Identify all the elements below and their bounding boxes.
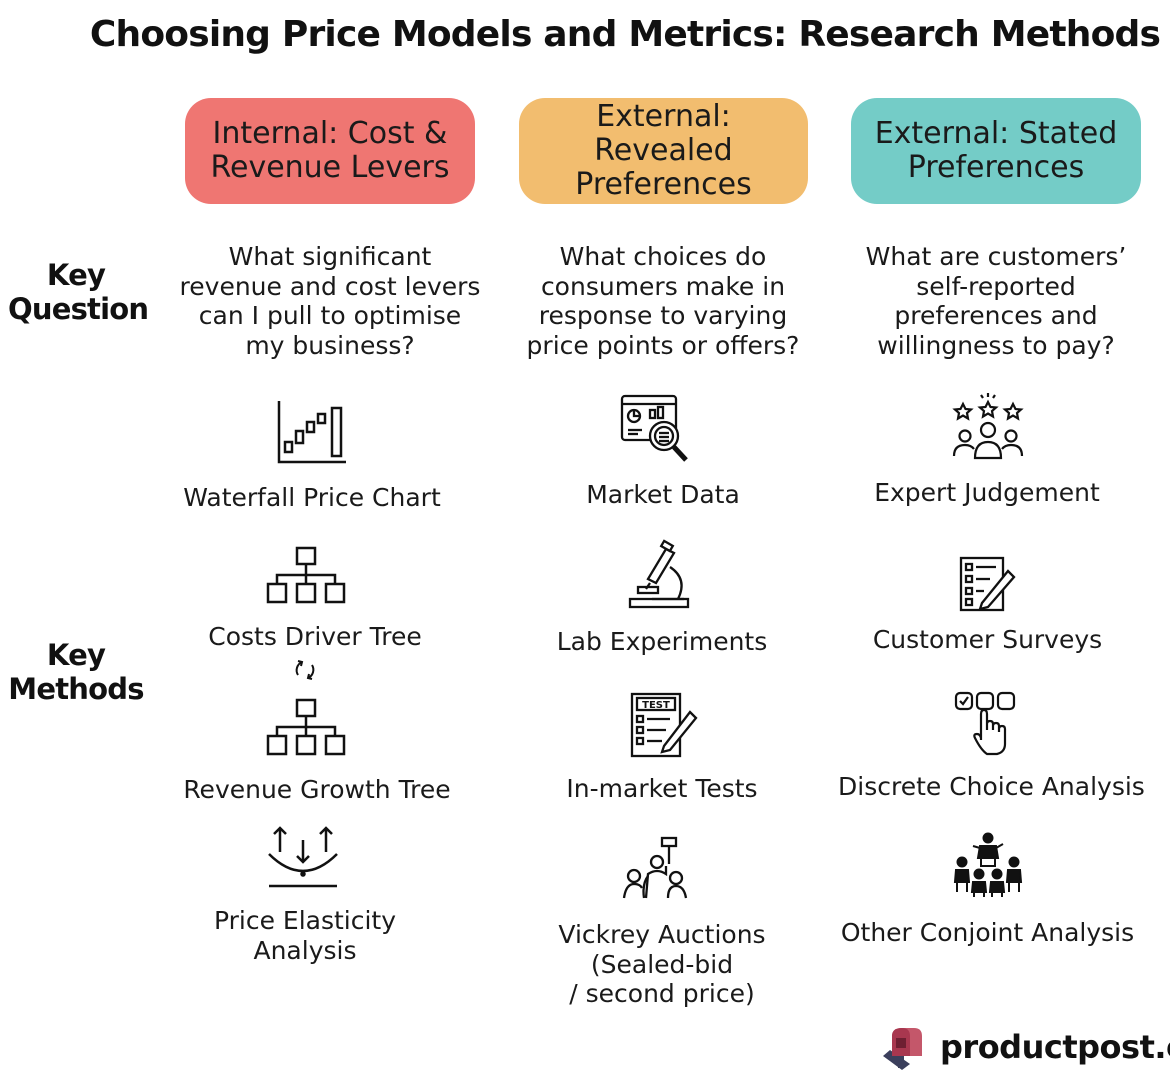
waterfall-chart-icon bbox=[276, 398, 348, 466]
column-header-internal: Internal: Cost & Revenue Levers bbox=[185, 98, 475, 204]
method-vickrey-auctions: Vickrey Auctions (Sealed-bid / second pric… bbox=[558, 920, 766, 1008]
method-expert-judgement: Expert Judgement bbox=[874, 478, 1100, 507]
method-in-market-tests: In-market Tests bbox=[566, 774, 758, 803]
elasticity-arrows-icon bbox=[266, 826, 340, 888]
market-data-magnifier-icon bbox=[620, 394, 692, 464]
test-sheet-icon: TEST bbox=[630, 692, 700, 758]
method-costs-driver-tree: Costs Driver Tree bbox=[208, 622, 422, 651]
hierarchy-tree-icon bbox=[266, 698, 346, 758]
row-label-key-question: Key Question bbox=[8, 258, 149, 326]
method-waterfall-price-chart: Waterfall Price Chart bbox=[183, 483, 441, 512]
microscope-icon bbox=[626, 539, 690, 611]
refresh-cycle-icon bbox=[292, 658, 318, 682]
method-other-conjoint-analysis: Other Conjoint Analysis bbox=[840, 918, 1135, 947]
key-question-stated: What are customers’ self-reported preferen… bbox=[865, 242, 1127, 360]
key-question-revealed: What choices do consumers make in response… bbox=[526, 242, 800, 360]
row-label-key-methods: Key Methods bbox=[8, 638, 144, 706]
method-customer-surveys: Customer Surveys bbox=[872, 625, 1103, 654]
column-header-stated-preferences: External: Stated Preferences bbox=[851, 98, 1141, 204]
method-price-elasticity-analysis: Price Elasticity Analysis bbox=[213, 906, 397, 965]
choice-selection-icon bbox=[953, 690, 1019, 758]
method-revenue-growth-tree: Revenue Growth Tree bbox=[183, 775, 451, 804]
hierarchy-tree-icon bbox=[266, 546, 346, 606]
column-header-revealed-preferences: External: Revealed Preferences bbox=[519, 98, 808, 204]
key-question-internal: What significant revenue and cost levers c… bbox=[179, 242, 481, 360]
group-meeting-icon bbox=[953, 832, 1023, 898]
auction-bidder-icon bbox=[622, 836, 688, 902]
method-market-data: Market Data bbox=[586, 480, 740, 509]
svg-text:TEST: TEST bbox=[642, 700, 670, 711]
method-discrete-choice-analysis: Discrete Choice Analysis bbox=[838, 772, 1145, 801]
method-lab-experiments: Lab Experiments bbox=[556, 627, 768, 656]
expert-rating-icon bbox=[951, 392, 1025, 460]
mailbox-logo bbox=[880, 1026, 926, 1072]
page-title: Choosing Price Models and Metrics: Resea… bbox=[89, 14, 1161, 55]
brand-name: productpost.co bbox=[940, 1028, 1170, 1066]
survey-form-icon bbox=[958, 555, 1018, 613]
